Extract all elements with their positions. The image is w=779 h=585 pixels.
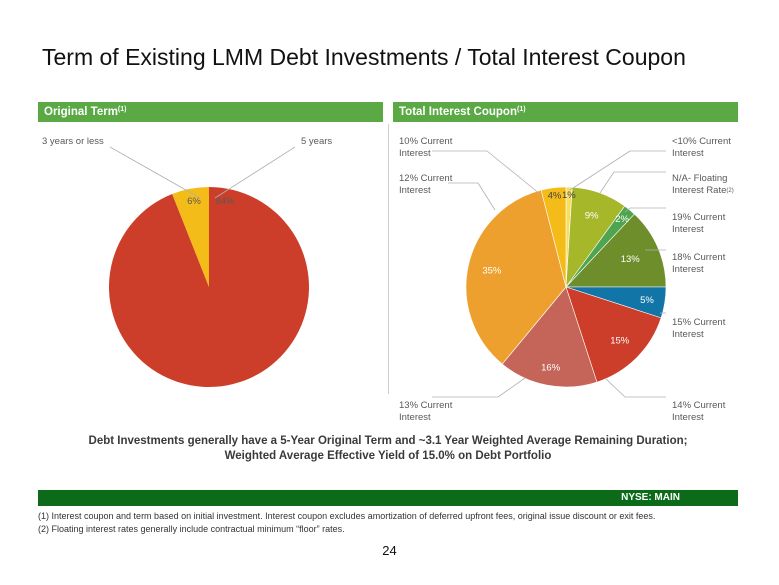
original-term-value-3-years: 6%: [187, 196, 201, 207]
interest-coupon-value-label-4: 5%: [640, 295, 654, 306]
label-fourteen-l1: 14% Current: [672, 400, 726, 411]
original-term-slice-3-years: [172, 187, 209, 287]
label-ten-l2: Interest: [399, 148, 431, 159]
original-term-value-5-years: 94%: [215, 196, 235, 207]
interest-coupon-value-label-8: 4%: [548, 191, 562, 202]
label-fifteen-current: 15% Current Interest: [672, 317, 725, 341]
original-term-pie: 6% 94%: [108, 187, 309, 388]
label-fifteen-l2: Interest: [672, 329, 704, 340]
label-eighteen-l2: Interest: [672, 264, 704, 275]
interest-coupon-value-label-1: 9%: [585, 210, 599, 221]
label-five-years: 5 years: [301, 136, 333, 147]
label-three-years: 3 years or less: [42, 136, 104, 147]
leader-nineteen-b: [624, 207, 631, 213]
leader-fourteen-b: [604, 377, 626, 398]
label-twelve-l1: 12% Current: [399, 173, 453, 184]
ticker-text: NYSE: MAIN: [621, 492, 680, 503]
label-twelve-current: 12% Current Interest: [399, 173, 452, 197]
interest-coupon-slice-7: [465, 189, 567, 365]
label-ten-l1: 10% Current: [399, 136, 453, 147]
interest-coupon-slice-5: [565, 286, 662, 383]
interest-coupon-value-label-3: 13%: [621, 254, 641, 265]
label-lt10-l2: Interest: [672, 148, 704, 159]
summary-line-2: Weighted Average Effective Yield of 15.0…: [224, 450, 552, 462]
panel-divider: [388, 124, 389, 394]
interest-coupon-slice-3: [565, 213, 667, 288]
leader-floating-b: [599, 171, 615, 194]
label-fifteen-l1: 15% Current: [672, 317, 726, 328]
leader-thirteen-b: [497, 377, 526, 398]
label-floating: N/A- Floating Interest Rate(2): [672, 173, 734, 197]
label-nineteen-l2: Interest: [672, 224, 704, 235]
label-twelve-l2: Interest: [399, 185, 431, 196]
label-thirteen-l1: 13% Current: [399, 400, 453, 411]
leader-ten-b: [486, 150, 541, 195]
interest-coupon-value-label-2: 2%: [615, 214, 629, 225]
interest-coupon-header: Total Interest Coupon(1): [393, 102, 738, 122]
footnote-1: (1) Interest coupon and term based on in…: [38, 511, 656, 521]
interest-coupon-header-text: Total Interest Coupon: [399, 106, 517, 118]
label-floating-l2: Interest Rate: [672, 185, 727, 196]
leader-three-years: [109, 146, 201, 199]
leader-lines: [109, 146, 666, 398]
interest-coupon-value-label-0: 1%: [562, 190, 576, 201]
label-fourteen-l2: Interest: [672, 412, 704, 423]
label-lt10-current: <10% Current Interest: [672, 136, 731, 160]
page-number: 24: [382, 543, 397, 558]
label-eighteen-current: 18% Current Interest: [672, 252, 725, 276]
leader-twelve-b: [477, 182, 496, 211]
summary-text: Debt Investments generally have a 5-Year…: [38, 434, 738, 464]
label-thirteen-current: 13% Current Interest: [399, 400, 452, 424]
interest-coupon-value-label-6: 16%: [541, 363, 561, 374]
original-term-header-text: Original Term: [44, 106, 118, 118]
label-ten-current: 10% Current Interest: [399, 136, 452, 160]
page-title: Term of Existing LMM Debt Investments / …: [42, 44, 686, 70]
original-term-header: Original Term(1): [38, 102, 383, 122]
label-floating-note: (2): [726, 188, 734, 194]
interest-coupon-slice-6: [501, 286, 598, 388]
label-eighteen-l1: 18% Current: [672, 252, 726, 263]
summary-line-1: Debt Investments generally have a 5-Year…: [88, 435, 688, 447]
interest-coupon-header-note: (1): [516, 106, 526, 113]
label-floating-l1: N/A- Floating: [672, 173, 728, 184]
leader-five-years: [214, 146, 296, 199]
label-thirteen-l2: Interest: [399, 412, 431, 423]
interest-coupon-value-label-7: 35%: [482, 265, 502, 276]
label-nineteen-current: 19% Current Interest: [672, 212, 725, 236]
original-term-header-note: (1): [117, 106, 127, 113]
label-fourteen-current: 14% Current Interest: [672, 400, 725, 424]
interest-coupon-slice-8: [540, 186, 567, 288]
label-nineteen-l1: 19% Current: [672, 212, 726, 223]
ticker-bar: NYSE: MAIN: [38, 490, 738, 506]
footnote-2: (2) Floating interest rates generally in…: [38, 524, 345, 534]
interest-coupon-pie: 1% 9% 2% 13% 5% 15% 16% 35% 4%: [465, 186, 667, 388]
leader-lt10-b: [569, 150, 631, 191]
label-lt10-l1: <10% Current: [672, 136, 731, 147]
interest-coupon-value-label-5: 15%: [610, 336, 630, 347]
